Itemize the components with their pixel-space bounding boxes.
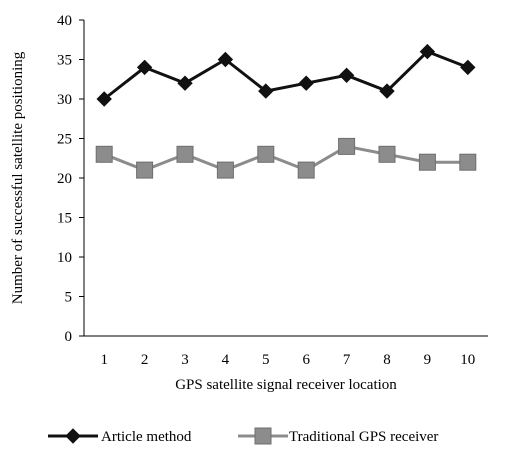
legend-item: Article method — [48, 428, 192, 445]
y-tick-label: 40 — [57, 13, 72, 29]
data-point — [418, 153, 436, 171]
y-tick-label: 25 — [57, 132, 72, 148]
legend-item: Traditional GPS receiver — [238, 427, 438, 445]
data-point — [217, 51, 234, 68]
data-point — [136, 59, 153, 76]
y-tick-label: 20 — [57, 171, 72, 187]
data-point — [378, 145, 396, 163]
y-tick-label: 30 — [57, 92, 72, 108]
x-axis-ticks: 1 2 3 4 5 6 7 8 9 10 — [100, 352, 475, 368]
data-point — [176, 145, 194, 163]
series-article-method — [96, 43, 476, 107]
x-axis-title: GPS satellite signal receiver location — [175, 377, 397, 393]
y-tick-label: 10 — [57, 250, 72, 266]
data-point — [297, 161, 315, 179]
data-point — [177, 75, 193, 91]
legend-label: Traditional GPS receiver — [289, 429, 438, 445]
y-tick-label: 35 — [57, 53, 72, 69]
data-point — [460, 59, 476, 76]
x-tick-label: 3 — [181, 352, 189, 368]
legend: Article method Traditional GPS receiver — [48, 427, 438, 445]
x-tick-label: 7 — [343, 352, 351, 368]
series-traditional-gps-receiver — [95, 137, 477, 179]
series-layer — [95, 43, 477, 179]
y-tick-label: 0 — [65, 329, 73, 345]
y-tick-label: 15 — [57, 211, 72, 227]
data-point — [459, 153, 477, 171]
data-point — [379, 83, 395, 99]
data-point — [419, 43, 436, 60]
x-tick-label: 4 — [222, 352, 230, 368]
x-tick-label: 6 — [302, 352, 310, 368]
series-line — [103, 49, 469, 101]
x-tick-label: 10 — [460, 352, 475, 368]
data-point — [257, 145, 275, 163]
data-point — [338, 137, 356, 155]
y-tick-label: 5 — [65, 290, 73, 306]
legend-label: Article method — [101, 429, 192, 445]
y-axis-title: Number of successful satellite positioni… — [10, 51, 26, 304]
data-point — [95, 145, 113, 163]
data-point — [136, 161, 154, 179]
legend-swatch-marker — [254, 427, 272, 445]
data-point — [338, 67, 355, 84]
x-tick-label: 5 — [262, 352, 270, 368]
data-point — [258, 83, 274, 99]
data-point — [298, 75, 314, 91]
x-tick-label: 1 — [100, 352, 108, 368]
legend-swatch-marker — [65, 428, 81, 444]
y-axis-ticks: 0 5 10 15 20 25 30 35 40 — [57, 13, 84, 345]
x-tick-label: 8 — [383, 352, 391, 368]
series-line — [103, 144, 468, 172]
x-tick-label: 2 — [141, 352, 149, 368]
data-point — [216, 161, 234, 179]
x-tick-label: 9 — [424, 352, 432, 368]
data-point — [96, 91, 112, 107]
